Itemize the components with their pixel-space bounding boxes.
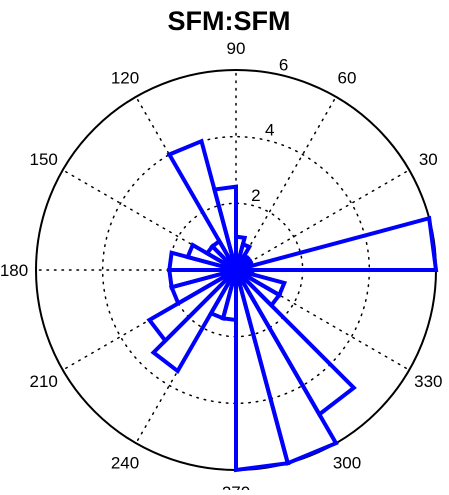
angle-label-210: 210 [30,372,58,391]
radial-tick-label-6: 6 [279,55,288,74]
histogram-bin-16 [150,268,238,375]
histogram-bin-8 [166,138,238,272]
angle-label-150: 150 [30,150,58,169]
angle-spoke-60 [235,96,337,271]
histogram-bin-21 [234,268,357,418]
axis-labels: 0306090120150180210240270300330246 [0,39,442,495]
angle-label-90: 90 [227,39,246,58]
histogram-bin-23 [234,268,288,298]
angle-label-60: 60 [338,69,357,88]
angle-label-330: 330 [414,372,442,391]
histogram-bars [146,138,439,473]
angle-label-180: 180 [0,261,28,280]
radial-tick-label-4: 4 [265,121,274,140]
angle-label-30: 30 [419,150,438,169]
angle-label-240: 240 [111,453,139,472]
angle-spoke-30 [235,169,410,271]
angle-spoke-210 [62,269,237,371]
angle-spoke-240 [135,269,237,444]
angle-label-270: 270 [222,483,250,490]
angle-spoke-120 [135,96,237,271]
angle-spoke-330 [235,269,410,371]
angle-spoke-150 [62,169,237,271]
chart-title: SFM:SFM [168,6,291,36]
angle-label-300: 300 [333,453,361,472]
histogram-bin-1 [235,215,439,272]
radial-tick-label-2: 2 [251,186,260,205]
angle-label-120: 120 [111,69,139,88]
